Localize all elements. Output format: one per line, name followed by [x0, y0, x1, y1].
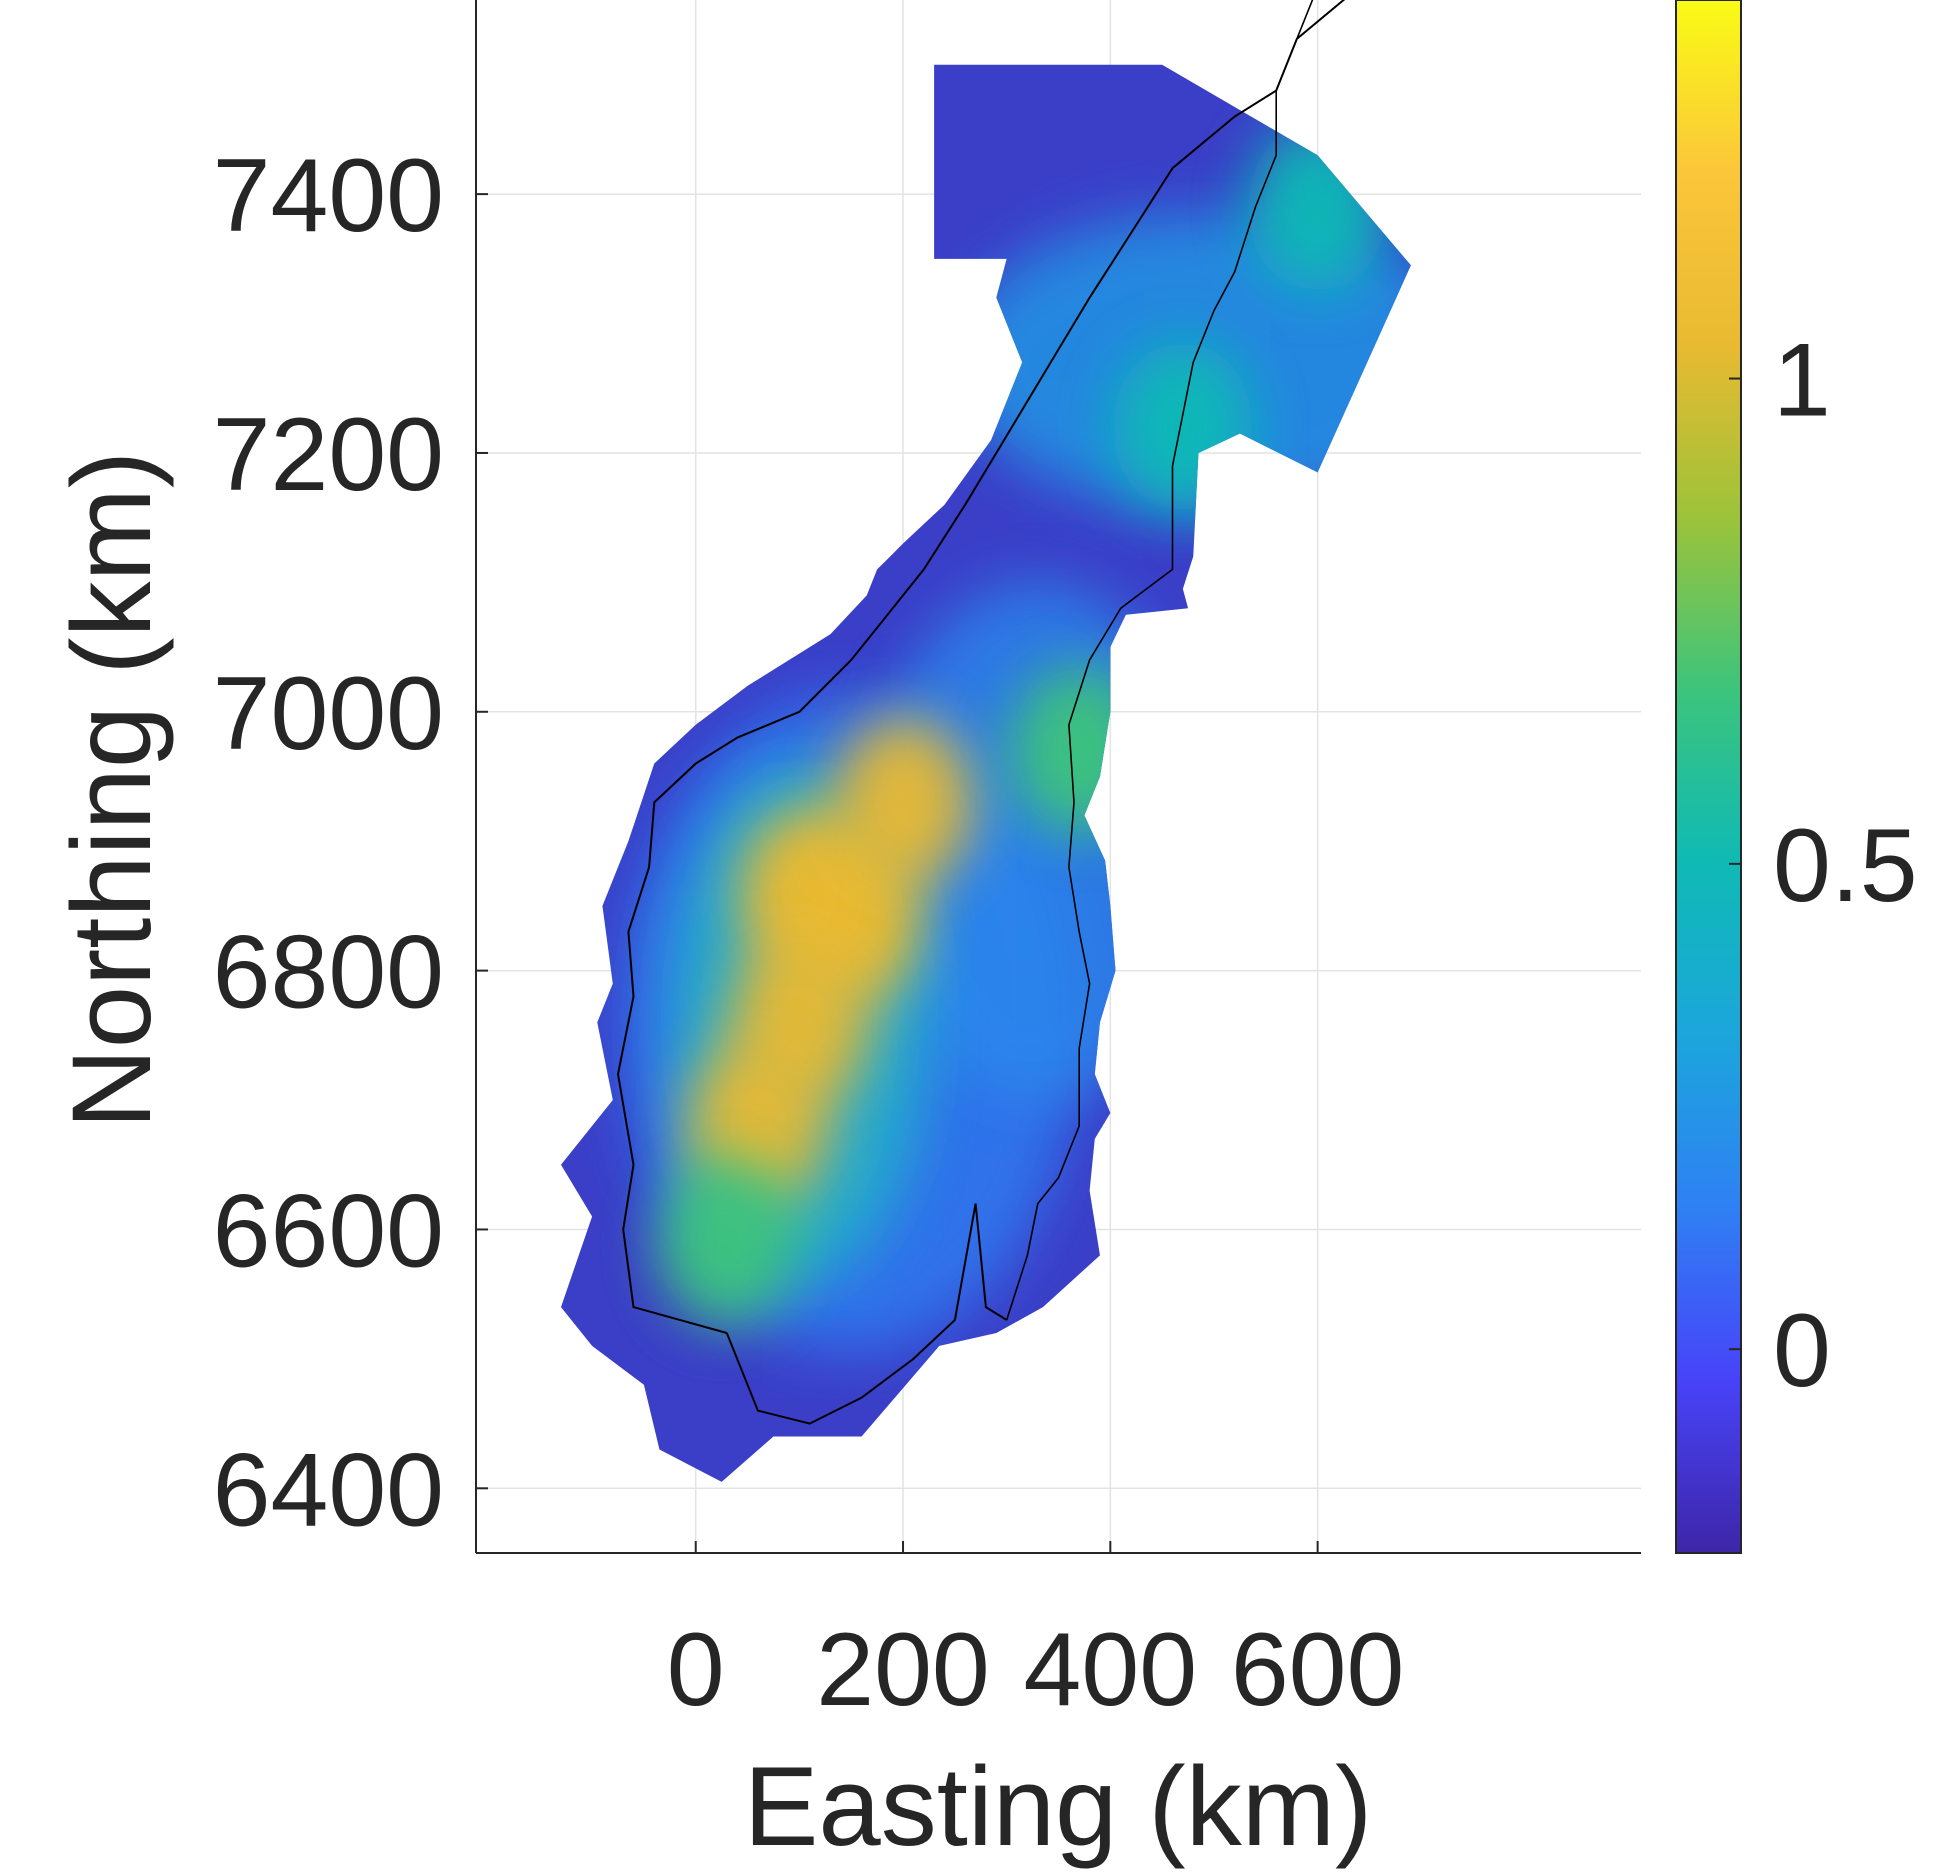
heatmap-hotspot: [833, 717, 974, 888]
colorbar: 00.51: [1675, 0, 1918, 1554]
y-ticks: 6400 6600 6800 7000 7200 7400: [213, 138, 488, 1548]
y-tick-label: 6800: [213, 915, 444, 1031]
heatmap-field: [560, 64, 1411, 1482]
x-axis-title: Easting (km): [744, 1744, 1373, 1869]
colorbar-tick-label: 0: [1773, 1293, 1831, 1409]
y-axis-title: Northing (km): [49, 451, 174, 1129]
plot-area: 0 200 400 600 6400 6600 6800 7000 7200 7400: [213, 0, 1641, 1728]
y-tick-label: 6400: [213, 1432, 444, 1548]
x-ticks: 0 200 400 600: [667, 1541, 1405, 1728]
x-tick-label: 400: [1024, 1612, 1198, 1728]
heatmap-hotspots: [621, 122, 1411, 1353]
coastline-outline: [616, 0, 1346, 1425]
border-path: [1005, 0, 1314, 1321]
x-tick-label: 200: [816, 1612, 990, 1728]
colorbar-tick-label: 1: [1773, 323, 1831, 439]
coastline-path: [616, 0, 1346, 1425]
heatmap-hotspot: [656, 1157, 797, 1328]
y-tick-label: 7000: [213, 656, 444, 772]
heatmap-hotspot: [739, 807, 880, 978]
y-tick-label: 7400: [213, 138, 444, 254]
y-tick-label: 7200: [213, 397, 444, 513]
x-tick-label: 0: [667, 1612, 725, 1728]
colorbar-ticks: 00.51: [1729, 323, 1918, 1409]
x-tick-label: 600: [1231, 1612, 1405, 1728]
heatmap-hotspot: [1112, 342, 1253, 513]
y-tick-label: 6600: [213, 1173, 444, 1289]
colorbar-tick-label: 0.5: [1773, 808, 1918, 924]
colorbar-gradient: [1675, 0, 1742, 1554]
